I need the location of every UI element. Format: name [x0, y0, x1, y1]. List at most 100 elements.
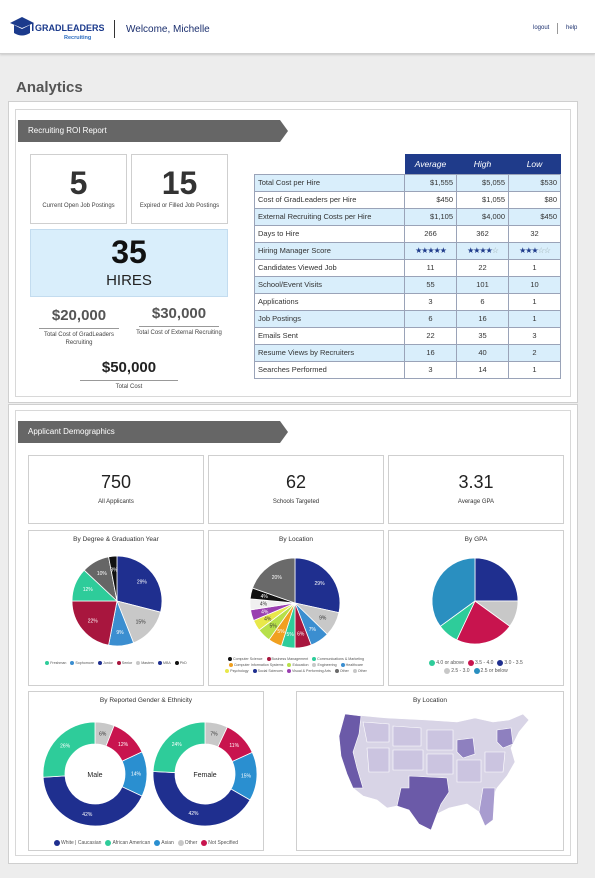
- degree-slice-label: 10%: [97, 571, 108, 577]
- gpa-slice[interactable]: [474, 557, 519, 602]
- roi-row-label: Cost of GradLeaders per Hire: [254, 190, 405, 209]
- total-cost-rule: [80, 380, 178, 381]
- location-legend-item[interactable]: Visual & Performing Arts: [286, 669, 331, 675]
- legend-swatch-icon: [334, 668, 339, 673]
- degree-slice-label: 12%: [83, 587, 94, 593]
- degree-legend-item[interactable]: Junior: [98, 661, 113, 667]
- location-legend-item[interactable]: Computer Science: [227, 657, 263, 663]
- degree-pie-chart: 29% 15% 9% 22% 12% 10%3%: [71, 555, 163, 647]
- gender-legend-item[interactable]: White | Caucasian: [53, 839, 101, 847]
- gpa-legend-item[interactable]: 2.5 or below: [473, 667, 508, 675]
- map-chart-card: By Location: [296, 691, 564, 851]
- gpa-label: Average GPA: [457, 499, 495, 505]
- legend-label: Communications & Marketing: [317, 657, 365, 661]
- gpa-legend-item[interactable]: 4.0 or above: [429, 659, 464, 667]
- location-legend-item[interactable]: Other: [334, 668, 349, 675]
- location-legend-item[interactable]: Communications & Marketing: [312, 657, 364, 663]
- roi-cell: 16: [404, 343, 457, 362]
- location-legend-item[interactable]: Psychology: [225, 668, 249, 675]
- legend-swatch-icon: [98, 661, 102, 666]
- location-legend-item[interactable]: Computer Information Systems: [228, 663, 283, 669]
- location-legend-item[interactable]: Education: [287, 663, 308, 669]
- help-link[interactable]: help: [566, 25, 578, 31]
- legend-swatch-icon: [177, 839, 184, 846]
- gender-chart-title: By Reported Gender & Ethnicity: [99, 697, 193, 704]
- location-legend-item[interactable]: Engineering: [312, 663, 337, 669]
- donut-center-label: Female: [193, 772, 216, 779]
- degree-legend-item[interactable]: Sophomore: [70, 661, 94, 667]
- degree-legend-item[interactable]: Masters: [136, 661, 154, 667]
- legend-swatch-icon: [497, 659, 504, 666]
- gpa-slice[interactable]: [431, 557, 476, 627]
- roi-cell: 6: [404, 309, 457, 328]
- gender-legend-item[interactable]: Other: [177, 839, 197, 847]
- roi-row: Job Postings 6 16 1: [254, 309, 561, 328]
- gpa-legend: 4.0 or above 3.5 - 4.0 3.0 - 3.5 2.5 - 3.0 2…: [389, 659, 563, 675]
- degree-legend-item[interactable]: PhD: [174, 661, 187, 667]
- legend-swatch-icon: [352, 668, 357, 673]
- roi-row-label: Searches Performed: [254, 360, 405, 379]
- gender-donut-slice[interactable]: [152, 771, 251, 827]
- legend-swatch-icon: [287, 662, 292, 667]
- gender-donut-slice[interactable]: [42, 775, 143, 827]
- roi-cell: $4,000: [456, 207, 509, 226]
- gender-donut-slice[interactable]: [42, 721, 96, 778]
- degree-slice[interactable]: [116, 555, 163, 613]
- roi-cell: 22: [404, 326, 457, 345]
- star-rating: ★★★☆☆: [508, 241, 561, 260]
- map-region-florida[interactable]: [478, 787, 496, 827]
- gender-donut-slice[interactable]: [152, 721, 206, 773]
- gender-donut-slice-label: 7%: [210, 732, 218, 738]
- degree-legend-item[interactable]: Freshman: [45, 661, 66, 667]
- roi-cell: 101: [456, 275, 509, 294]
- gender-donut-slice-label: 15%: [241, 774, 252, 780]
- degree-slice-label: 3%: [110, 567, 118, 573]
- applicants-label: All Applicants: [98, 499, 134, 505]
- location-legend-item[interactable]: Healthcare: [340, 663, 363, 669]
- legend-label: Sophomore: [75, 661, 94, 665]
- degree-legend-item[interactable]: MBA: [157, 661, 171, 667]
- legend-swatch-icon: [312, 657, 317, 662]
- gpa-legend-item[interactable]: 2.5 - 3.0: [444, 667, 470, 675]
- gender-legend-item[interactable]: African American: [105, 839, 150, 847]
- map-region-texas[interactable]: [396, 775, 450, 831]
- legend-swatch-icon: [444, 667, 451, 674]
- location-legend-item[interactable]: Social Sciences: [252, 669, 283, 675]
- map-region-midwest[interactable]: [456, 737, 476, 759]
- legend-label: Psychology: [230, 668, 249, 673]
- roi-row: Emails Sent 22 35 3: [254, 326, 561, 345]
- legend-swatch-icon: [473, 667, 480, 674]
- gender-chart-card: By Reported Gender & Ethnicity 6% 12% 14% 4…: [28, 691, 264, 851]
- gpa-pie-chart: [431, 557, 519, 645]
- roi-row-label: Days to Hire: [254, 224, 405, 243]
- gender-legend-item[interactable]: Asian: [154, 839, 174, 847]
- degree-slice[interactable]: [71, 600, 118, 646]
- gender-legend-item[interactable]: Not Specified: [201, 839, 238, 847]
- us-map[interactable]: [297, 692, 565, 852]
- legend-label: Freshman: [50, 661, 67, 665]
- gradleaders-logo[interactable]: GRADLEADERS Recruiting: [8, 14, 104, 44]
- schools-value: 62: [285, 472, 307, 492]
- location-slice[interactable]: [294, 557, 341, 614]
- location-slice-label: 29%: [315, 581, 326, 587]
- gpa-legend-item[interactable]: 3.5 - 4.0: [468, 659, 493, 667]
- map-region-northeast[interactable]: [496, 727, 514, 749]
- legend-label: Masters: [141, 661, 154, 665]
- location-legend-item[interactable]: Business Management: [266, 657, 308, 663]
- degree-slice[interactable]: [108, 555, 118, 602]
- roi-cell: 266: [404, 224, 457, 243]
- legend-swatch-icon: [45, 661, 50, 666]
- degree-slice-label: 29%: [137, 579, 148, 585]
- location-slice[interactable]: [252, 557, 296, 604]
- map-region-west-coast[interactable]: [338, 713, 364, 789]
- gpa-legend-item[interactable]: 3.0 - 3.5: [497, 659, 523, 667]
- logout-link[interactable]: logout: [533, 25, 550, 31]
- ext-cost-value: $30,000: [151, 305, 207, 322]
- location-legend-item[interactable]: Other: [352, 668, 367, 675]
- degree-legend-item[interactable]: Senior: [116, 661, 132, 667]
- map-chart-title: By Location: [413, 697, 447, 704]
- map-region-interior[interactable]: [362, 721, 506, 783]
- roi-section-header: Recruiting ROI Report: [18, 120, 288, 142]
- legend-swatch-icon: [157, 661, 162, 666]
- roi-table-corner: [255, 154, 405, 174]
